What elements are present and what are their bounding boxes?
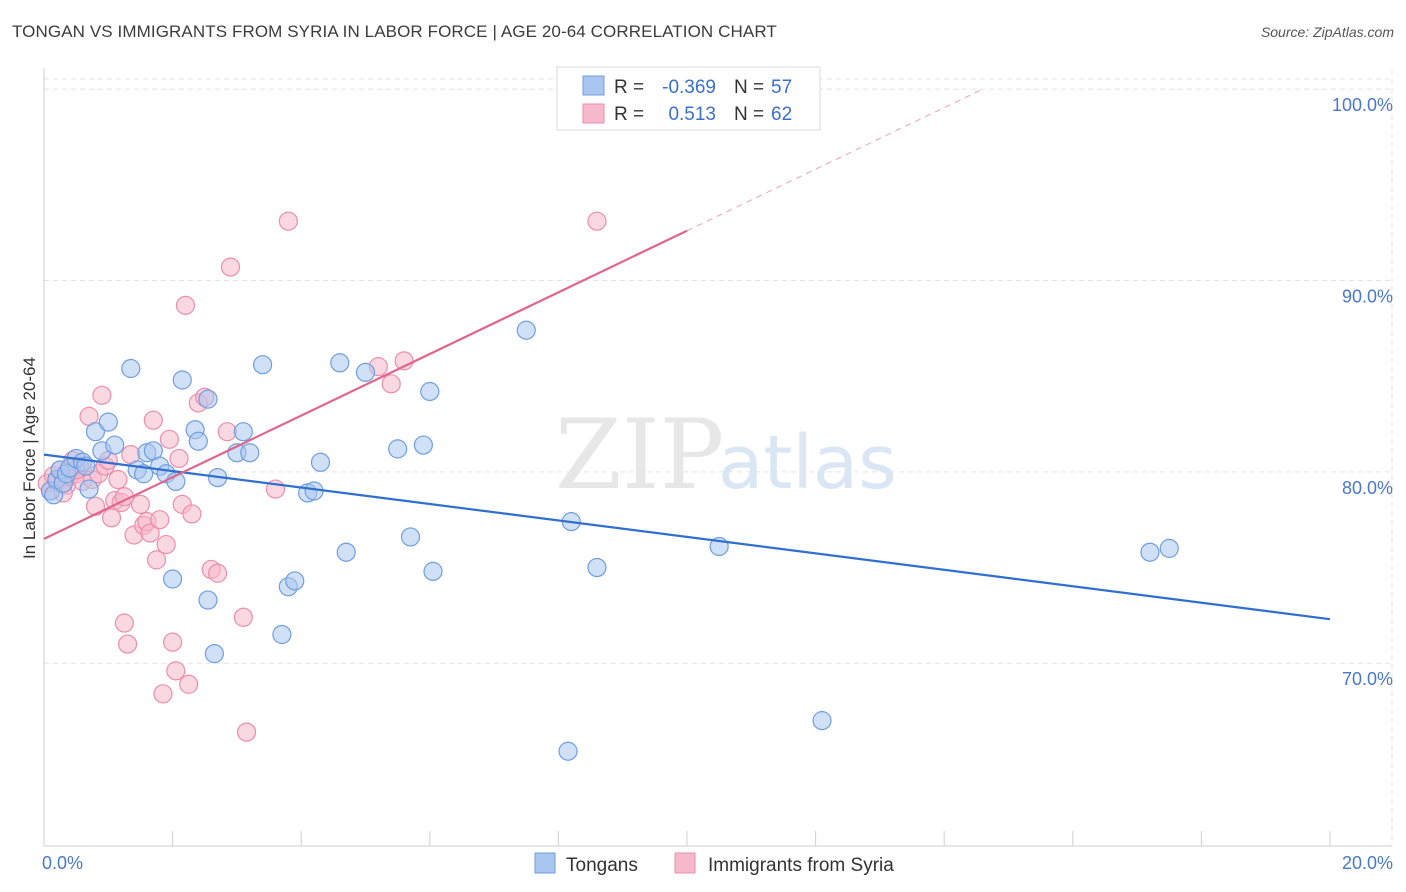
syria-point [179, 674, 199, 694]
tongan-point [121, 358, 141, 379]
syria-point [156, 534, 176, 555]
tongan-point [233, 422, 253, 442]
tongan-point [516, 320, 536, 340]
watermark: ZIP atlas [555, 399, 897, 511]
syria-point [166, 661, 186, 681]
tongan-point [198, 590, 218, 610]
tongan-point [336, 542, 356, 562]
syria-point [101, 508, 122, 528]
stats-swatch-tongans [582, 75, 605, 96]
tongan-point [79, 479, 99, 499]
syria-point [130, 494, 151, 514]
tongan-point [285, 571, 305, 591]
legend-label-tongans: Tongans [566, 855, 638, 876]
legend-swatch-tongans [534, 852, 556, 874]
series-tongans-points [40, 320, 1179, 761]
tongan-point [388, 439, 408, 459]
chart-title: TONGAN VS IMMIGRANTS FROM SYRIA IN LABOR… [12, 22, 777, 41]
syria-point [169, 448, 189, 469]
syria-point [140, 523, 160, 543]
syria-point [233, 607, 253, 627]
stats-n-label-syria: N = [734, 104, 764, 125]
tongan-point [812, 711, 832, 731]
legend-label-syria: Immigrants from Syria [708, 855, 894, 876]
syria-point [381, 374, 401, 394]
y-tick-label: 90.0% [1342, 286, 1393, 306]
stats-n-value-syria: 62 [771, 104, 792, 125]
x-tick-label: 0.0% [42, 853, 83, 873]
tongan-point [272, 624, 292, 645]
y-axis-label: In Labor Force | Age 20-64 [20, 357, 39, 559]
syria-point [175, 295, 196, 315]
tongan-point [413, 435, 433, 455]
tongan-point [420, 381, 440, 402]
syria-point [153, 684, 173, 704]
syria-point [220, 257, 241, 277]
syria-point [92, 385, 112, 405]
bottom-legend: Tongans Immigrants from Syria [534, 852, 894, 876]
syria-point [146, 550, 167, 570]
syria-point [108, 469, 128, 490]
tongan-point [198, 389, 218, 409]
syria-point [159, 429, 179, 449]
syria-point [163, 632, 183, 652]
x-tick-label: 20.0% [1342, 853, 1393, 873]
tongan-point [85, 422, 106, 442]
trendlines [43, 88, 1331, 621]
syria-point [85, 496, 106, 516]
syria-point [114, 613, 134, 633]
tongan-point [188, 431, 208, 451]
stats-r-label-tongans: R = [614, 77, 644, 98]
tongan-point [330, 353, 350, 373]
syria-point [143, 410, 163, 430]
tongan-point [98, 412, 118, 432]
watermark-zip: ZIP [555, 399, 724, 511]
syria-point [117, 634, 138, 654]
stats-r-value-tongans: -0.369 [662, 77, 716, 98]
syria-point [587, 211, 607, 231]
tongans-trendline [43, 453, 1331, 621]
tongan-point [240, 443, 260, 463]
tongan-point [172, 370, 192, 390]
syria-point [150, 510, 170, 530]
stats-n-value-tongans: 57 [771, 77, 792, 98]
syria-point [278, 211, 298, 231]
tongan-point [587, 557, 607, 578]
source-credit: Source: ZipAtlas.com [1260, 24, 1394, 40]
y-tick-label: 70.0% [1342, 669, 1393, 689]
tongan-point [105, 435, 125, 455]
tongan-point [558, 741, 578, 761]
y-tick-label: 80.0% [1342, 478, 1393, 498]
stats-r-label-syria: R = [614, 104, 644, 125]
tongan-point [355, 362, 376, 382]
legend-swatch-syria [674, 852, 696, 874]
tongan-point [1140, 542, 1160, 562]
syria-point [217, 422, 237, 442]
stats-legend: R = -0.369 N = 57 R = 0.513 N = 62 [556, 66, 821, 131]
syria-point [208, 563, 228, 583]
tongan-point [163, 569, 183, 589]
tongan-point [204, 644, 224, 664]
tongan-point [400, 527, 421, 547]
tongan-point [423, 561, 443, 581]
syria-trendline [43, 229, 688, 540]
grid-lines [44, 70, 1393, 845]
stats-r-value-syria: 0.513 [668, 104, 716, 125]
tongan-point [134, 464, 154, 484]
watermark-atlas: atlas [718, 420, 897, 506]
tick-labels: 70.0% 80.0% 90.0% 100.0% 0.0% 20.0% [42, 95, 1393, 873]
tongan-point [310, 452, 331, 472]
stats-swatch-syria [582, 103, 605, 124]
tongan-point [253, 355, 273, 375]
syria-point [182, 504, 202, 524]
y-tick-label: 100.0% [1332, 95, 1393, 115]
syria-point [236, 722, 257, 742]
axes [43, 68, 1392, 847]
stats-n-label-tongans: N = [734, 77, 764, 98]
tongan-point [1159, 538, 1179, 558]
